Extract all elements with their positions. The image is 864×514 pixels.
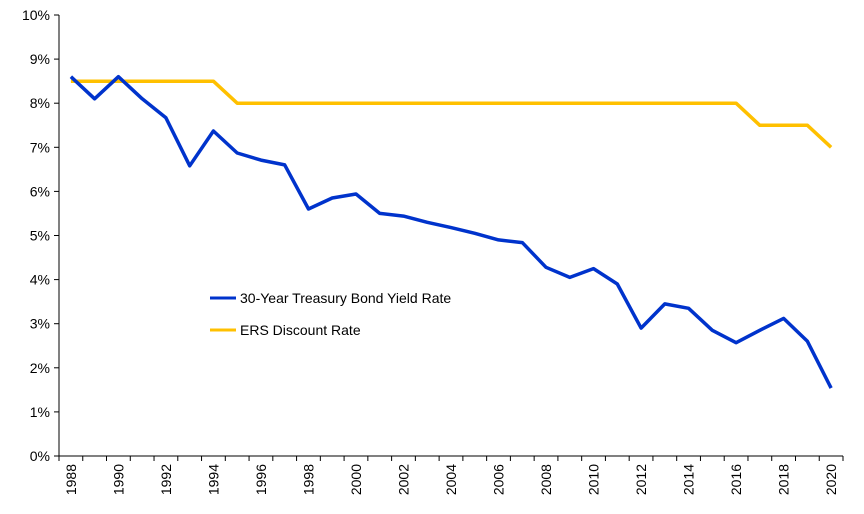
legend-label-treasury: 30-Year Treasury Bond Yield Rate: [240, 290, 451, 306]
x-tick-label: 2006: [491, 464, 507, 495]
y-tick-label: 2%: [30, 360, 50, 376]
y-tick-label: 1%: [30, 404, 50, 420]
y-tick-label: 9%: [30, 51, 50, 67]
series-group: [71, 77, 831, 389]
x-tick-label: 2008: [538, 464, 554, 495]
x-tick-label: 2018: [776, 464, 792, 495]
y-tick-label: 0%: [30, 448, 50, 464]
x-tick-label: 2002: [395, 464, 411, 495]
y-tick-label: 8%: [30, 95, 50, 111]
y-tick-label: 4%: [30, 272, 50, 288]
series-line-0: [71, 77, 831, 388]
x-tick-label: 2000: [348, 464, 364, 495]
y-tick-label: 7%: [30, 139, 50, 155]
y-tick-label: 5%: [30, 228, 50, 244]
y-tick-label: 3%: [30, 316, 50, 332]
x-tick-label: 1998: [300, 464, 316, 495]
x-tick-label: 1988: [63, 464, 79, 495]
y-tick-label: 6%: [30, 183, 50, 199]
series-line-1: [71, 81, 831, 147]
legend: 30-Year Treasury Bond Yield Rate ERS Dis…: [210, 290, 451, 338]
y-tick-label: 10%: [22, 7, 50, 23]
x-tick-label: 2020: [823, 464, 839, 495]
x-tick-label: 1990: [110, 464, 126, 495]
x-tick-label: 2012: [633, 464, 649, 495]
x-tick-label: 1996: [253, 464, 269, 495]
x-tick-label: 2010: [586, 464, 602, 495]
x-tick-label: 2004: [443, 464, 459, 495]
x-tick-label: 2014: [681, 464, 697, 495]
x-tick-label: 2016: [728, 464, 744, 495]
legend-label-ers: ERS Discount Rate: [240, 322, 361, 338]
x-tick-label: 1994: [205, 464, 221, 495]
x-tick-label: 1992: [158, 464, 174, 495]
